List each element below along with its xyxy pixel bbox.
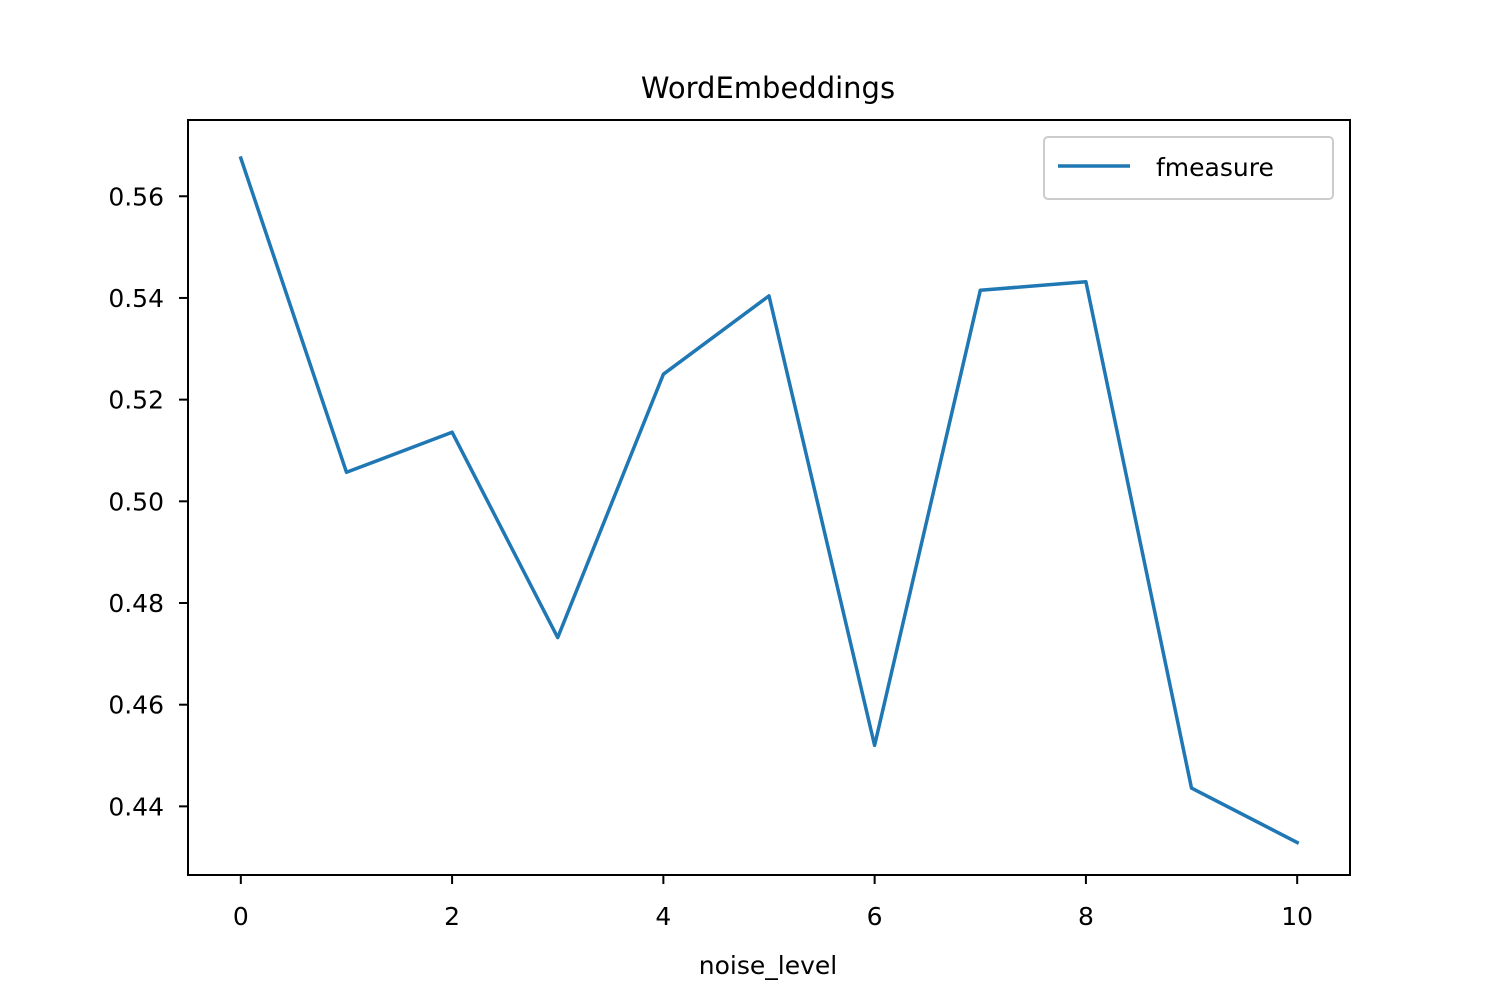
x-tick-label: 2 bbox=[444, 902, 460, 931]
y-tick-label: 0.50 bbox=[108, 487, 164, 516]
data-point-5 bbox=[767, 294, 771, 298]
x-tick-label: 6 bbox=[867, 902, 883, 931]
data-point-3 bbox=[556, 636, 560, 640]
data-point-9 bbox=[1190, 786, 1194, 790]
y-tick-label: 0.52 bbox=[108, 386, 164, 415]
legend: fmeasure bbox=[1043, 136, 1334, 200]
x-axis-label: noise_level bbox=[699, 951, 837, 980]
y-tick-label: 0.48 bbox=[108, 589, 164, 618]
y-tick-label: 0.44 bbox=[108, 792, 164, 821]
data-point-6 bbox=[873, 743, 877, 747]
data-point-1 bbox=[345, 470, 349, 474]
legend-box bbox=[1043, 136, 1334, 200]
x-axis: 0 2 4 6 8 10 bbox=[233, 875, 1313, 931]
data-point-7 bbox=[978, 288, 982, 292]
x-tick-label: 4 bbox=[655, 902, 671, 931]
x-tick-label: 0 bbox=[233, 902, 249, 931]
data-point-2 bbox=[450, 430, 454, 434]
y-tick-label: 0.56 bbox=[108, 182, 164, 211]
data-point-4 bbox=[661, 372, 665, 376]
y-tick-label: 0.46 bbox=[108, 691, 164, 720]
data-point-8 bbox=[1084, 280, 1088, 284]
x-tick-label: 10 bbox=[1281, 902, 1313, 931]
data-point-10 bbox=[1295, 841, 1299, 845]
y-axis: 0.44 0.46 0.48 0.50 0.52 0.54 0.56 bbox=[108, 182, 188, 821]
x-tick-label: 8 bbox=[1078, 902, 1094, 931]
chart-title: WordEmbeddings bbox=[641, 71, 895, 105]
y-tick-label: 0.54 bbox=[108, 284, 164, 313]
plot-area-frame bbox=[187, 119, 1351, 876]
legend-label-fmeasure: fmeasure bbox=[1156, 153, 1274, 182]
data-point-0 bbox=[239, 156, 243, 160]
series-line-fmeasure bbox=[238, 155, 1300, 845]
